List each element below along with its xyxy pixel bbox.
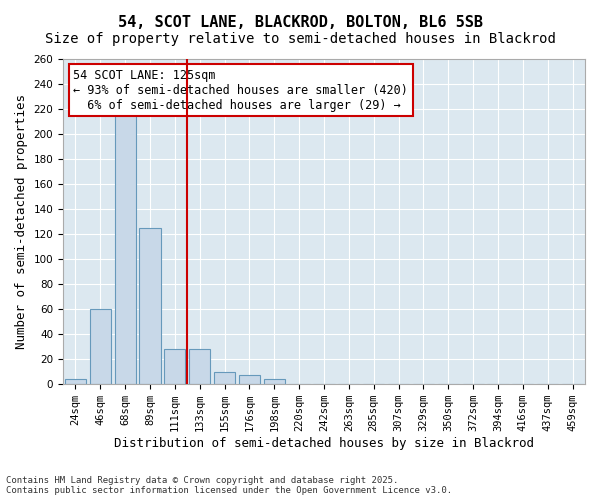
Bar <box>115 113 136 384</box>
X-axis label: Distribution of semi-detached houses by size in Blackrod: Distribution of semi-detached houses by … <box>114 437 534 450</box>
Bar <box>239 376 260 384</box>
Bar <box>65 379 86 384</box>
Text: 54, SCOT LANE, BLACKROD, BOLTON, BL6 5SB: 54, SCOT LANE, BLACKROD, BOLTON, BL6 5SB <box>118 15 482 30</box>
Bar <box>139 228 161 384</box>
Text: 54 SCOT LANE: 125sqm
← 93% of semi-detached houses are smaller (420)
  6% of sem: 54 SCOT LANE: 125sqm ← 93% of semi-detac… <box>73 69 409 112</box>
Text: Size of property relative to semi-detached houses in Blackrod: Size of property relative to semi-detach… <box>44 32 556 46</box>
Bar <box>264 379 285 384</box>
Y-axis label: Number of semi-detached properties: Number of semi-detached properties <box>15 94 28 349</box>
Bar <box>90 309 111 384</box>
Bar <box>214 372 235 384</box>
Bar <box>164 349 185 384</box>
Bar <box>189 349 210 384</box>
Text: Contains HM Land Registry data © Crown copyright and database right 2025.
Contai: Contains HM Land Registry data © Crown c… <box>6 476 452 495</box>
